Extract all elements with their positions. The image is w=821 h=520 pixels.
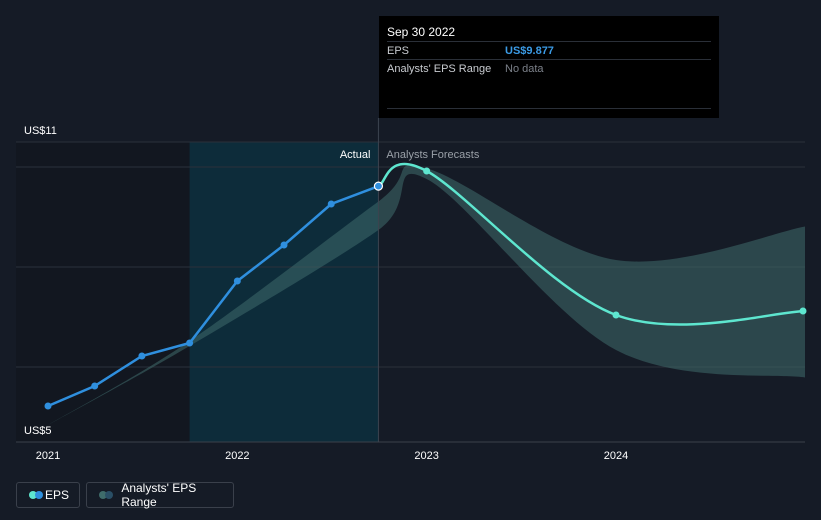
tooltip-date: Sep 30 2022 [387, 25, 456, 39]
eps-point[interactable] [138, 352, 146, 360]
tooltip-divider [387, 108, 711, 109]
eps-forecast-line [377, 162, 806, 326]
legend-analysts-eps-range[interactable]: Analysts' EPS Range [86, 481, 234, 509]
x-tick-label: 2024 [604, 450, 628, 462]
eps-forecast-point[interactable] [612, 311, 620, 319]
eps-point[interactable] [327, 200, 335, 208]
tooltip-eps-row: EPS US$9.877 [387, 41, 711, 60]
eps-forecast-point[interactable] [799, 307, 807, 315]
tooltip: Sep 30 2022 EPS US$9.877 Analysts' EPS R… [379, 16, 719, 118]
eps-legend-icon [29, 491, 43, 499]
tooltip-range-label: Analysts' EPS Range [387, 63, 492, 75]
eps-line [47, 184, 379, 408]
tooltip-range-value: No data [505, 63, 544, 75]
eps-point[interactable] [91, 382, 99, 390]
legend-eps[interactable]: EPS [16, 482, 80, 508]
x-tick-label: 2023 [414, 450, 438, 462]
y-axis-min-label: US$5 [24, 425, 52, 437]
eps-point[interactable] [186, 339, 194, 347]
y-axis-max-label: US$11 [24, 125, 57, 137]
eps-point[interactable] [44, 402, 52, 410]
eps-point[interactable] [233, 277, 241, 285]
x-tick-label: 2021 [36, 450, 60, 462]
eps-point[interactable] [280, 241, 288, 249]
tooltip-eps-label: EPS [387, 45, 410, 57]
actual-label: Actual [340, 149, 371, 161]
highlight-band [189, 142, 379, 442]
range-legend-icon [99, 491, 113, 499]
legend-eps-label: EPS [44, 488, 69, 502]
analysts-forecasts-label: Analysts Forecasts [386, 149, 479, 161]
legend-range-label: Analysts' EPS Range [121, 481, 197, 509]
analysts-eps-range-area [48, 165, 805, 425]
eps-point[interactable] [373, 181, 384, 191]
tooltip-range-row: Analysts' EPS Range No data [387, 59, 711, 78]
tooltip-eps-value: US$9.877 [505, 45, 554, 57]
eps-forecast-point[interactable] [423, 167, 431, 175]
x-tick-label: 2022 [225, 450, 249, 462]
